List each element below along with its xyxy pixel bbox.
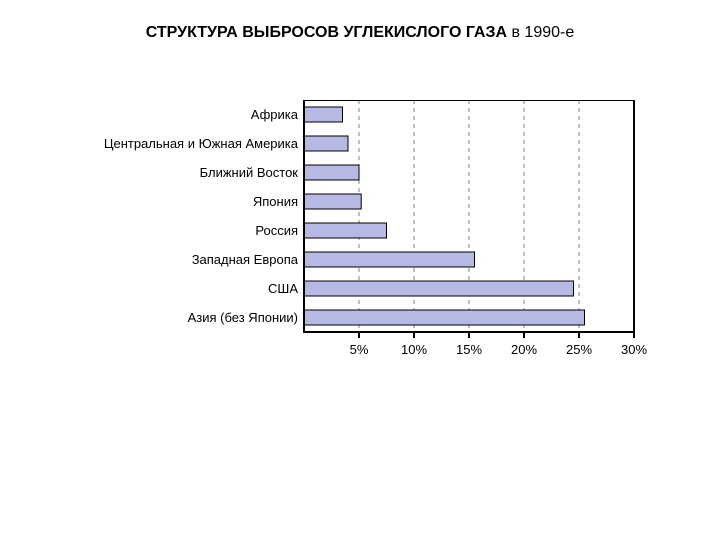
x-tick-label: 15% — [456, 342, 482, 357]
x-tick-label: 20% — [511, 342, 537, 357]
chart-title: СТРУКТУРА ВЫБРОСОВ УГЛЕКИСЛОГО ГАЗА в 19… — [0, 24, 720, 42]
x-tick-label: 30% — [621, 342, 647, 357]
x-tick-label: 25% — [566, 342, 592, 357]
category-label: Западная Европа — [86, 252, 298, 267]
category-label: США — [86, 281, 298, 296]
bar — [304, 310, 585, 325]
chart: Африка Центральная и Южная Америка Ближний… — [86, 100, 634, 380]
category-label: Ближний Восток — [86, 165, 298, 180]
bar — [304, 194, 361, 209]
bar — [304, 281, 574, 296]
category-label: Центральная и Южная Америка — [86, 136, 298, 151]
category-label: Япония — [86, 194, 298, 209]
bar — [304, 165, 359, 180]
page: СТРУКТУРА ВЫБРОСОВ УГЛЕКИСЛОГО ГАЗА в 19… — [0, 0, 720, 540]
x-tick-label: 5% — [350, 342, 369, 357]
bar — [304, 223, 387, 238]
bar — [304, 107, 343, 122]
bar — [304, 136, 348, 151]
category-label: Африка — [86, 107, 298, 122]
x-tick-label: 10% — [401, 342, 427, 357]
category-label: Россия — [86, 223, 298, 238]
title-bold: СТРУКТУРА ВЫБРОСОВ УГЛЕКИСЛОГО ГАЗА — [146, 24, 507, 41]
title-light: в 1990-е — [507, 24, 574, 41]
category-label: Азия (без Японии) — [86, 310, 298, 325]
bar — [304, 252, 475, 267]
